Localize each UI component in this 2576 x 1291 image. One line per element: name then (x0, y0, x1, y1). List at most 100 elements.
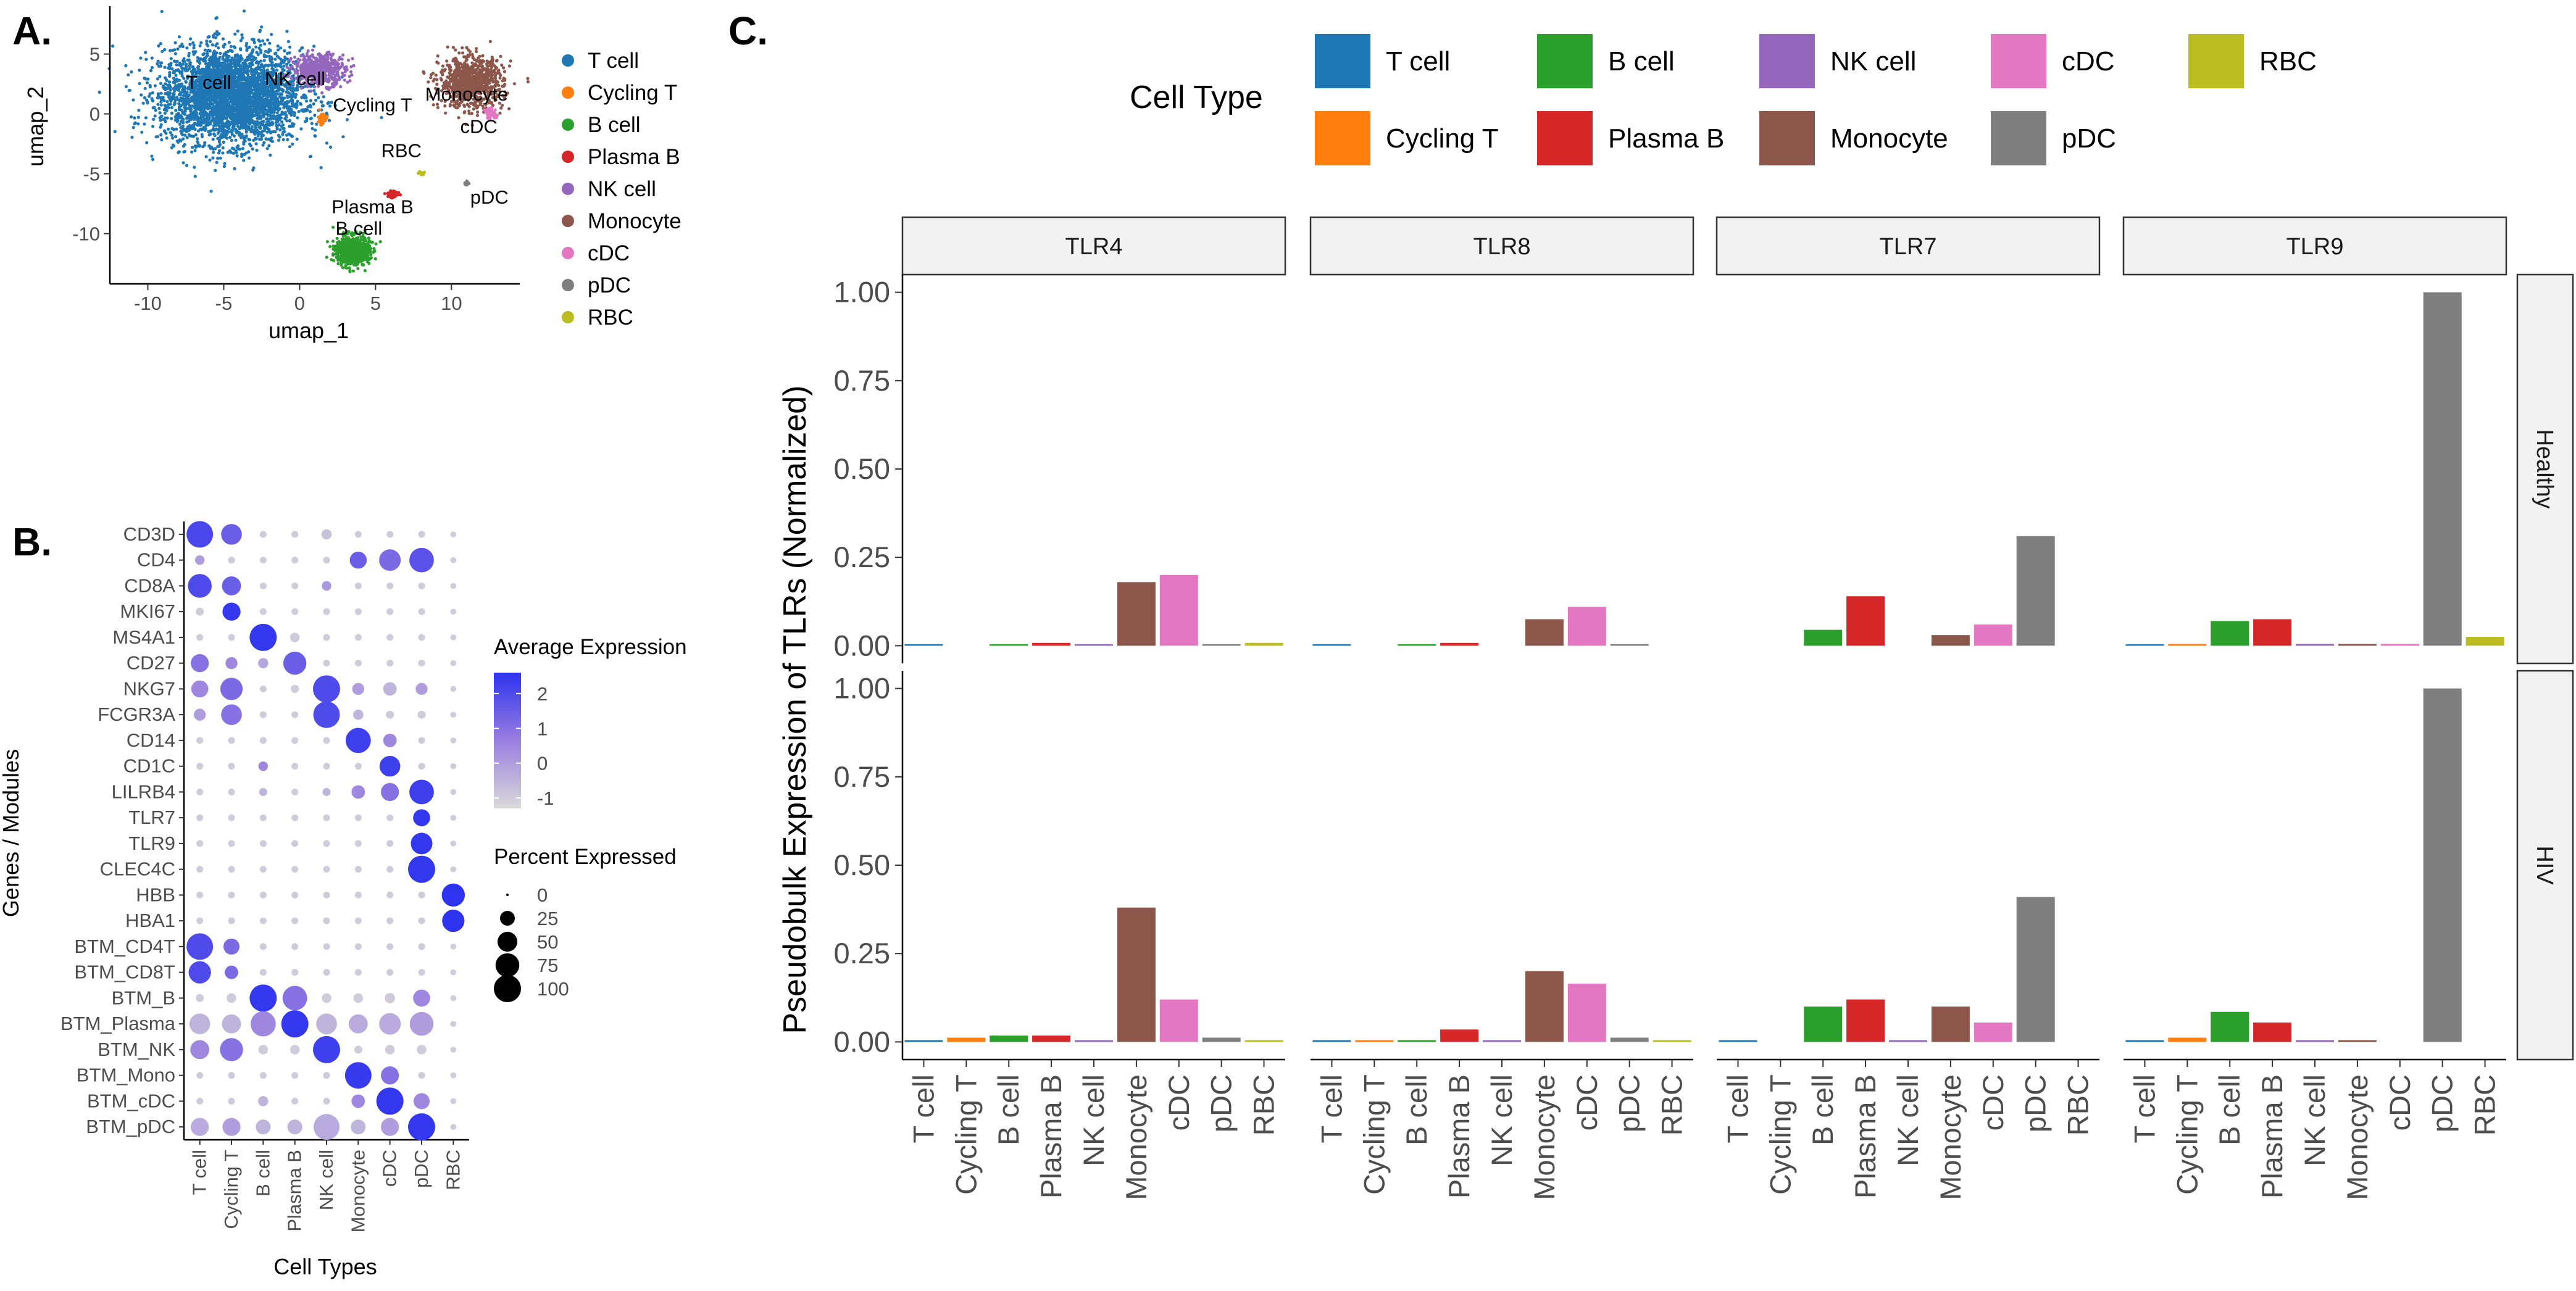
umap-point (144, 51, 148, 54)
umap-point (203, 105, 207, 109)
umap-point (309, 89, 313, 93)
umap-point (306, 64, 309, 67)
umap-point (296, 116, 299, 120)
umap-point (467, 54, 470, 59)
umap-point (172, 71, 175, 75)
umap-point (306, 105, 310, 109)
umap-point (276, 120, 280, 123)
umap-point (186, 58, 190, 62)
umap-point (294, 106, 298, 109)
umap-point (188, 126, 191, 130)
umap-point (129, 115, 133, 118)
umap-point (526, 80, 530, 84)
umap-point (113, 130, 117, 133)
umap-point (311, 48, 315, 52)
umap-point (227, 41, 231, 44)
umap-point (281, 67, 285, 71)
umap-point (275, 54, 279, 58)
umap-point (234, 149, 238, 153)
umap-point (434, 73, 438, 77)
umap-point (187, 133, 191, 136)
umap-point (133, 116, 136, 120)
umap-point (433, 77, 436, 81)
umap-point (330, 85, 334, 89)
umap-point (252, 109, 256, 113)
umap-point (272, 117, 275, 120)
umap-point (203, 128, 207, 132)
umap-point (474, 68, 478, 72)
umap-point (159, 81, 163, 85)
umap-point (222, 45, 225, 49)
umap-point (192, 110, 196, 114)
umap-point (194, 50, 198, 54)
umap-point (477, 71, 481, 75)
umap-point (230, 129, 234, 133)
umap-point (205, 39, 209, 43)
umap-point (330, 101, 333, 104)
umap-point (227, 63, 231, 67)
umap-point (320, 91, 324, 94)
umap-point (215, 33, 219, 36)
umap-point (178, 44, 182, 48)
umap-point (283, 110, 287, 114)
umap-point (336, 73, 340, 77)
umap-point (199, 116, 202, 120)
umap-point (301, 108, 305, 112)
umap-point (243, 138, 246, 141)
umap-point (143, 96, 146, 99)
umap-point (526, 77, 530, 80)
umap-point (278, 107, 281, 110)
umap-point (264, 97, 268, 101)
umap-point (489, 73, 493, 77)
umap-point (223, 162, 227, 165)
umap-point (257, 73, 261, 77)
umap-point (277, 133, 280, 137)
umap-point (212, 151, 215, 154)
umap-point (196, 118, 200, 122)
umap-point (475, 106, 479, 110)
umap-point (188, 114, 191, 117)
umap-point (259, 86, 263, 90)
umap-point (258, 28, 262, 32)
umap-point (236, 62, 240, 66)
umap-point (488, 62, 493, 65)
umap-point (168, 49, 172, 52)
umap-point (221, 151, 225, 155)
umap-point (266, 64, 270, 68)
umap-point (197, 93, 201, 97)
umap-point (214, 128, 218, 131)
umap-point (233, 109, 236, 112)
umap-point (439, 77, 443, 80)
panel-label-a: A. (12, 9, 52, 53)
umap-point (304, 96, 308, 99)
umap-point (159, 64, 162, 68)
umap-point (159, 42, 162, 46)
umap-point (199, 41, 203, 44)
umap-point (488, 39, 492, 43)
umap-point (338, 56, 342, 59)
umap-point (209, 189, 213, 193)
umap-point (162, 86, 166, 90)
umap-point (228, 149, 231, 153)
umap-point (144, 57, 148, 61)
umap-point (259, 43, 262, 47)
umap-point (312, 89, 316, 93)
umap-point (498, 111, 502, 115)
umap-point (222, 107, 225, 110)
umap-point (267, 95, 270, 99)
umap-point (257, 115, 261, 118)
umap-point (319, 117, 322, 121)
umap-point (168, 74, 172, 78)
umap-point (143, 122, 146, 126)
umap-point (152, 117, 156, 121)
umap-point (206, 117, 209, 121)
umap-point (214, 36, 218, 39)
umap-point (185, 91, 189, 94)
umap-point (225, 125, 229, 130)
umap-point (346, 58, 351, 62)
umap-point (429, 73, 433, 77)
umap-point (136, 115, 140, 119)
umap-point (199, 128, 203, 131)
umap-points (98, 9, 530, 273)
umap-point (495, 59, 499, 62)
